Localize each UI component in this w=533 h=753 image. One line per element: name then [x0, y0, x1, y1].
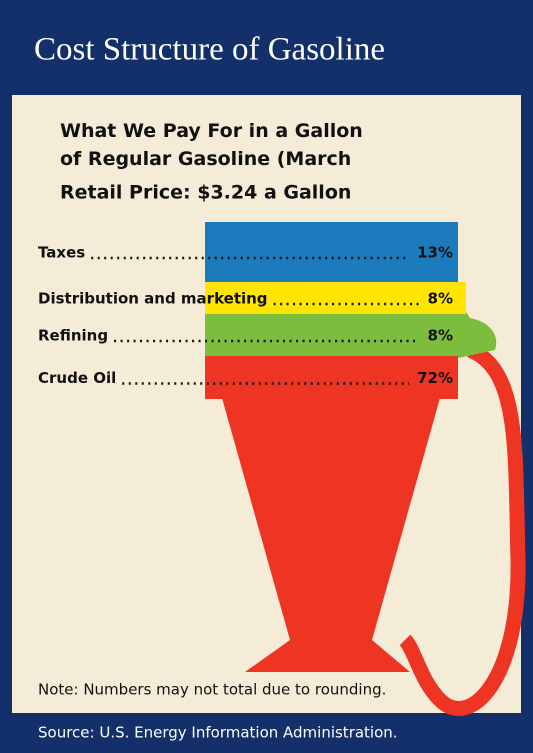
- infographic: Cost Structure of Gasoline What We Pay F…: [0, 0, 533, 753]
- category-label: Crude Oil: [38, 369, 116, 387]
- value-label: 8%: [428, 327, 453, 345]
- subtitle-box: What We Pay For in a Gallon of Regular G…: [60, 117, 390, 179]
- title: Cost Structure of Gasoline: [34, 32, 385, 68]
- source: Source: U.S. Energy Information Administ…: [38, 724, 398, 742]
- price: Retail Price: $3.24 a Gallon: [60, 182, 351, 204]
- value-label: 13%: [417, 244, 453, 262]
- value-label: 72%: [417, 369, 453, 387]
- category-label: Refining: [38, 327, 108, 345]
- value-label: 8%: [428, 290, 453, 308]
- category-label: Taxes: [38, 244, 85, 262]
- category-label: Distribution and marketing: [38, 290, 268, 308]
- subtitle: What We Pay For in a Gallon of Regular G…: [60, 117, 390, 179]
- band: [205, 314, 458, 356]
- note: Note: Numbers may not total due to round…: [38, 681, 386, 699]
